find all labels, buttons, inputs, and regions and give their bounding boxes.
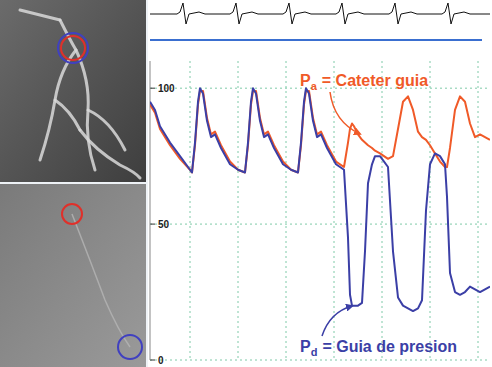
figure: 0 50 100 Pa = Cateter guia Pd = Guia de presio… (0, 0, 492, 367)
annotation-subscript: a (311, 80, 318, 92)
marker-circle-red (62, 204, 82, 224)
annotation-subscript: d (311, 346, 318, 358)
grid-line-vertical (190, 61, 191, 360)
annotation: Pa = Cateter guia (300, 72, 428, 92)
vessel (60, 20, 95, 170)
vessel (20, 10, 60, 20)
tick-label: 50 (158, 219, 170, 230)
annotation-symbol: P (300, 72, 311, 89)
annotation-arrow (330, 92, 360, 134)
vessel (55, 100, 80, 130)
tick (150, 224, 155, 225)
ecg-trace (150, 3, 490, 24)
grid-line-vertical (238, 61, 239, 360)
background (0, 0, 492, 367)
plot-area (150, 88, 490, 311)
marker-circle-red (61, 36, 85, 60)
vessel (80, 130, 140, 178)
reference-line (150, 39, 482, 41)
tick-label: 0 (158, 355, 164, 366)
angiograms (0, 0, 146, 367)
annotation-symbol: P (300, 338, 311, 355)
angiogram-top (0, 0, 146, 182)
pressure-line (150, 91, 490, 173)
pressure-line (150, 88, 490, 311)
guide-wire (72, 214, 130, 347)
angiogram-bottom (0, 184, 146, 367)
grid-line (150, 224, 490, 225)
annotation-text: = Cateter guia (322, 72, 428, 89)
tick-label: 100 (158, 83, 175, 94)
marker-circle-blue (58, 33, 88, 63)
annotation-text: = Guia de presion (322, 338, 457, 355)
grid-line-vertical (478, 61, 479, 360)
grid-line-vertical (286, 61, 287, 360)
chart-background (148, 0, 492, 367)
vessel (40, 50, 76, 160)
grid-line (150, 360, 490, 361)
tick (150, 360, 155, 361)
marker-circle-blue (118, 335, 142, 359)
grid-line-vertical (382, 61, 383, 360)
tick (150, 88, 155, 89)
annotation: Pd = Guia de presion (300, 338, 457, 358)
annotation-arrow (322, 306, 352, 336)
grid-line-vertical (430, 61, 431, 360)
